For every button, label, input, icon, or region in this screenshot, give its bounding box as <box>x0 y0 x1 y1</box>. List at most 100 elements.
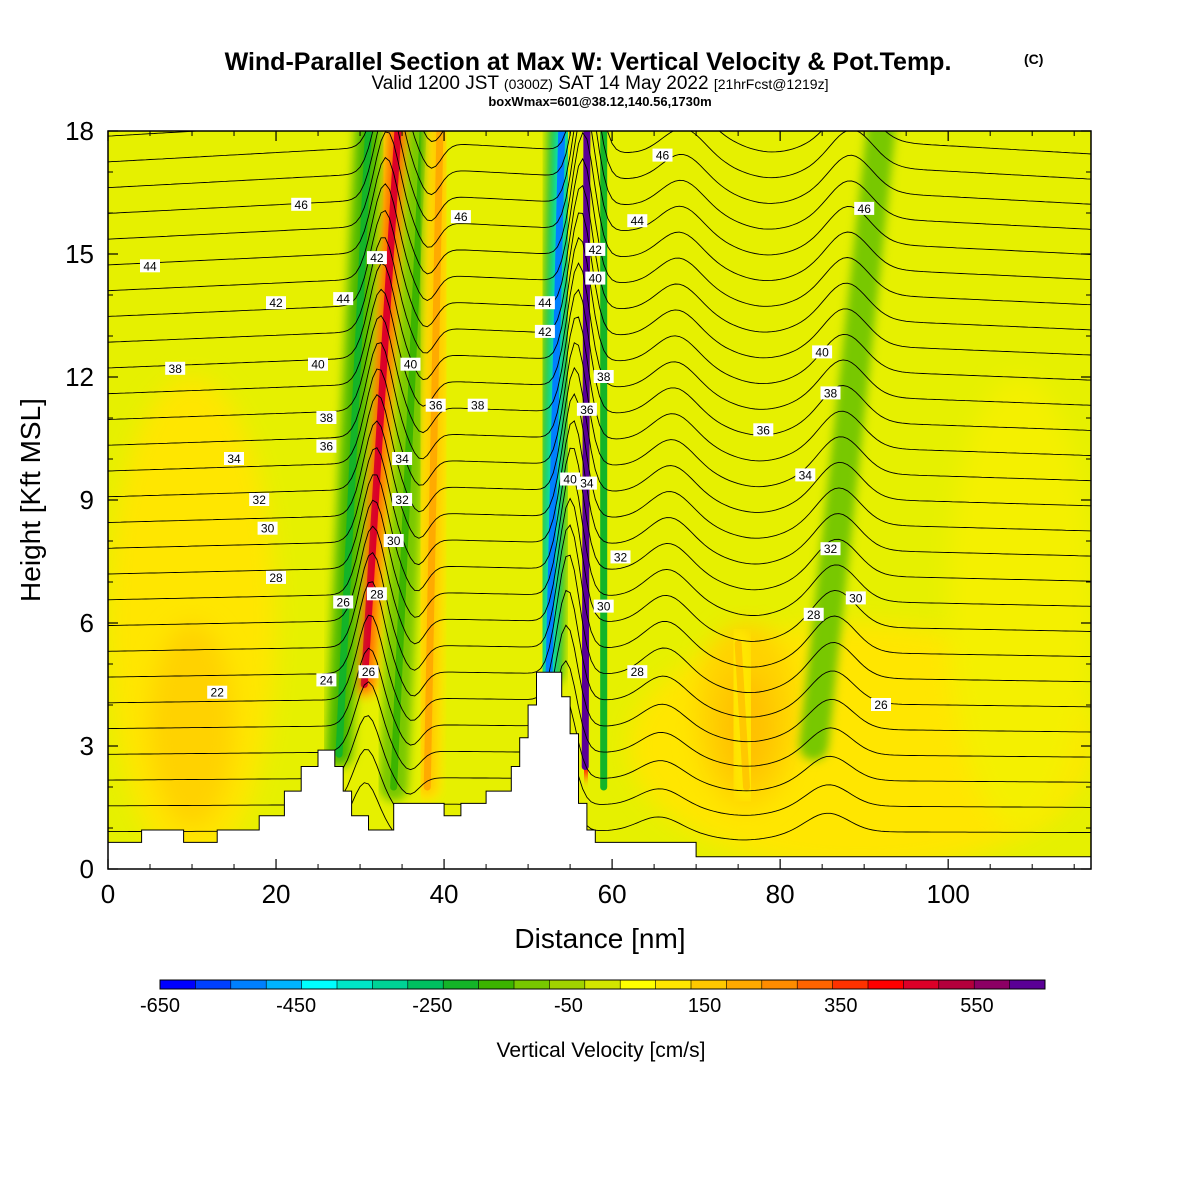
theta-contour-line <box>108 288 1091 436</box>
theta-contour-line <box>108 696 1091 795</box>
contour-label-box <box>392 452 413 465</box>
contour-label-text: 46 <box>858 202 872 216</box>
theta-contour-label: 32 <box>392 493 413 507</box>
contour-label-text: 46 <box>295 198 309 212</box>
colorbar-segment <box>337 980 373 989</box>
y-axis-label: Height [Kft MSL] <box>15 398 46 602</box>
contour-label-box <box>333 595 354 609</box>
colorbar-tick-label: 550 <box>960 995 993 1017</box>
subtitle-date: SAT 14 May 2022 <box>558 73 708 94</box>
theta-contour-label: 30 <box>383 534 404 548</box>
colorbar-segment <box>372 980 409 989</box>
contour-label-box <box>400 357 421 371</box>
colorbar-segment <box>868 980 904 989</box>
vertical-velocity-band <box>724 629 761 801</box>
contour-label-box <box>845 591 866 605</box>
contour-label-box <box>610 550 631 564</box>
theta-contour-label: 44 <box>627 214 648 228</box>
contour-label-box <box>467 398 488 412</box>
theta-contour-line <box>108 472 1091 618</box>
theta-contour-label: 32 <box>610 550 631 564</box>
x-axis-label: Distance [nm] <box>514 923 685 954</box>
colorbar-segment <box>301 980 338 989</box>
y-tick-label: 9 <box>80 485 94 515</box>
theta-contour-label: 28 <box>266 570 286 585</box>
theta-contours <box>108 131 1091 844</box>
contour-label-text: 30 <box>597 600 611 614</box>
contour-label-box <box>308 357 328 371</box>
theta-contour-label: 40 <box>812 345 833 359</box>
contour-label-box <box>224 452 244 465</box>
theta-contour-line <box>108 131 1091 155</box>
theta-contour-line <box>108 316 1091 462</box>
contour-label-box <box>795 468 816 482</box>
theta-contour-label: 44 <box>140 259 160 273</box>
theta-contour-line <box>108 131 1091 282</box>
colorbar <box>159 979 1046 990</box>
theta-contour-label: 26 <box>871 698 891 712</box>
theta-contour-line <box>108 624 1091 746</box>
theta-contour-label: 28 <box>366 587 387 601</box>
theta-contour-line <box>108 732 1091 819</box>
theta-contour-label: 38 <box>593 370 614 384</box>
contour-label-box <box>593 370 614 383</box>
theta-contour-label: 36 <box>753 423 774 437</box>
contour-label-box <box>316 439 337 453</box>
theta-contour-label: 26 <box>333 595 354 610</box>
colorbar-tick-label: -650 <box>140 995 180 1017</box>
theta-contour-line <box>108 212 1091 359</box>
contour-label-box <box>820 386 841 400</box>
colorbar-segment <box>1009 980 1046 989</box>
colorbar-tick-label: 350 <box>824 995 857 1017</box>
contour-label-text: 40 <box>311 358 325 372</box>
contour-label-box <box>585 271 606 285</box>
contour-label-text: 40 <box>563 473 577 487</box>
colorbar-segment <box>514 980 550 989</box>
theta-contour-line <box>108 131 1091 230</box>
theta-contour-label: 40 <box>308 357 328 372</box>
subtitle-valid: Valid 1200 JST <box>372 73 500 94</box>
contour-label-box <box>627 214 648 228</box>
theta-contour-line <box>108 524 1091 671</box>
colorbar-segment <box>620 980 657 989</box>
colorbar-segment <box>443 980 480 989</box>
colorbar-segment <box>407 980 444 989</box>
contour-label-box <box>576 476 597 490</box>
contour-label-box <box>316 411 337 424</box>
velocity-band-layer <box>734 640 751 791</box>
theta-contour-line <box>108 392 1091 539</box>
velocity-band-layer <box>545 131 566 676</box>
contour-label-text: 38 <box>471 399 485 413</box>
theta-contour-line <box>108 131 1091 205</box>
theta-contour-line <box>108 236 1091 385</box>
theta-contour-label: 22 <box>207 685 228 700</box>
chart-title-mark: (C) <box>1024 51 1043 67</box>
contour-label-text: 44 <box>631 214 645 228</box>
theta-contour-label: 34 <box>576 476 597 491</box>
colorbar-frame <box>159 979 1046 990</box>
theta-contour-label: 32 <box>249 493 270 507</box>
subtitle-utc: (0300Z) <box>504 76 553 92</box>
background-patch <box>948 377 1091 828</box>
contour-label-box <box>576 402 597 416</box>
contour-label-box <box>316 673 337 687</box>
contour-label-text: 34 <box>227 452 241 466</box>
colorbar-segment <box>160 980 196 989</box>
contour-label-text: 36 <box>320 440 334 454</box>
contour-label-text: 34 <box>395 452 409 466</box>
colorbar-segment <box>549 980 586 989</box>
colorbar-segment <box>832 980 869 989</box>
theta-contour-label: 38 <box>820 386 841 400</box>
colorbar-segment <box>584 980 621 989</box>
contour-label-text: 36 <box>580 403 594 417</box>
y-tick-label: 6 <box>80 608 94 638</box>
y-tick-label: 12 <box>65 362 94 392</box>
contour-label-text: 26 <box>362 665 376 679</box>
contour-label-box <box>753 423 774 437</box>
contour-label-box <box>560 472 581 486</box>
contour-label-text: 42 <box>589 243 603 257</box>
theta-contour-label: 36 <box>425 398 446 413</box>
contour-label-text: 46 <box>656 149 670 163</box>
colorbar-ticks: -650 -450 -250 -50 150 350 550 <box>140 995 994 1017</box>
